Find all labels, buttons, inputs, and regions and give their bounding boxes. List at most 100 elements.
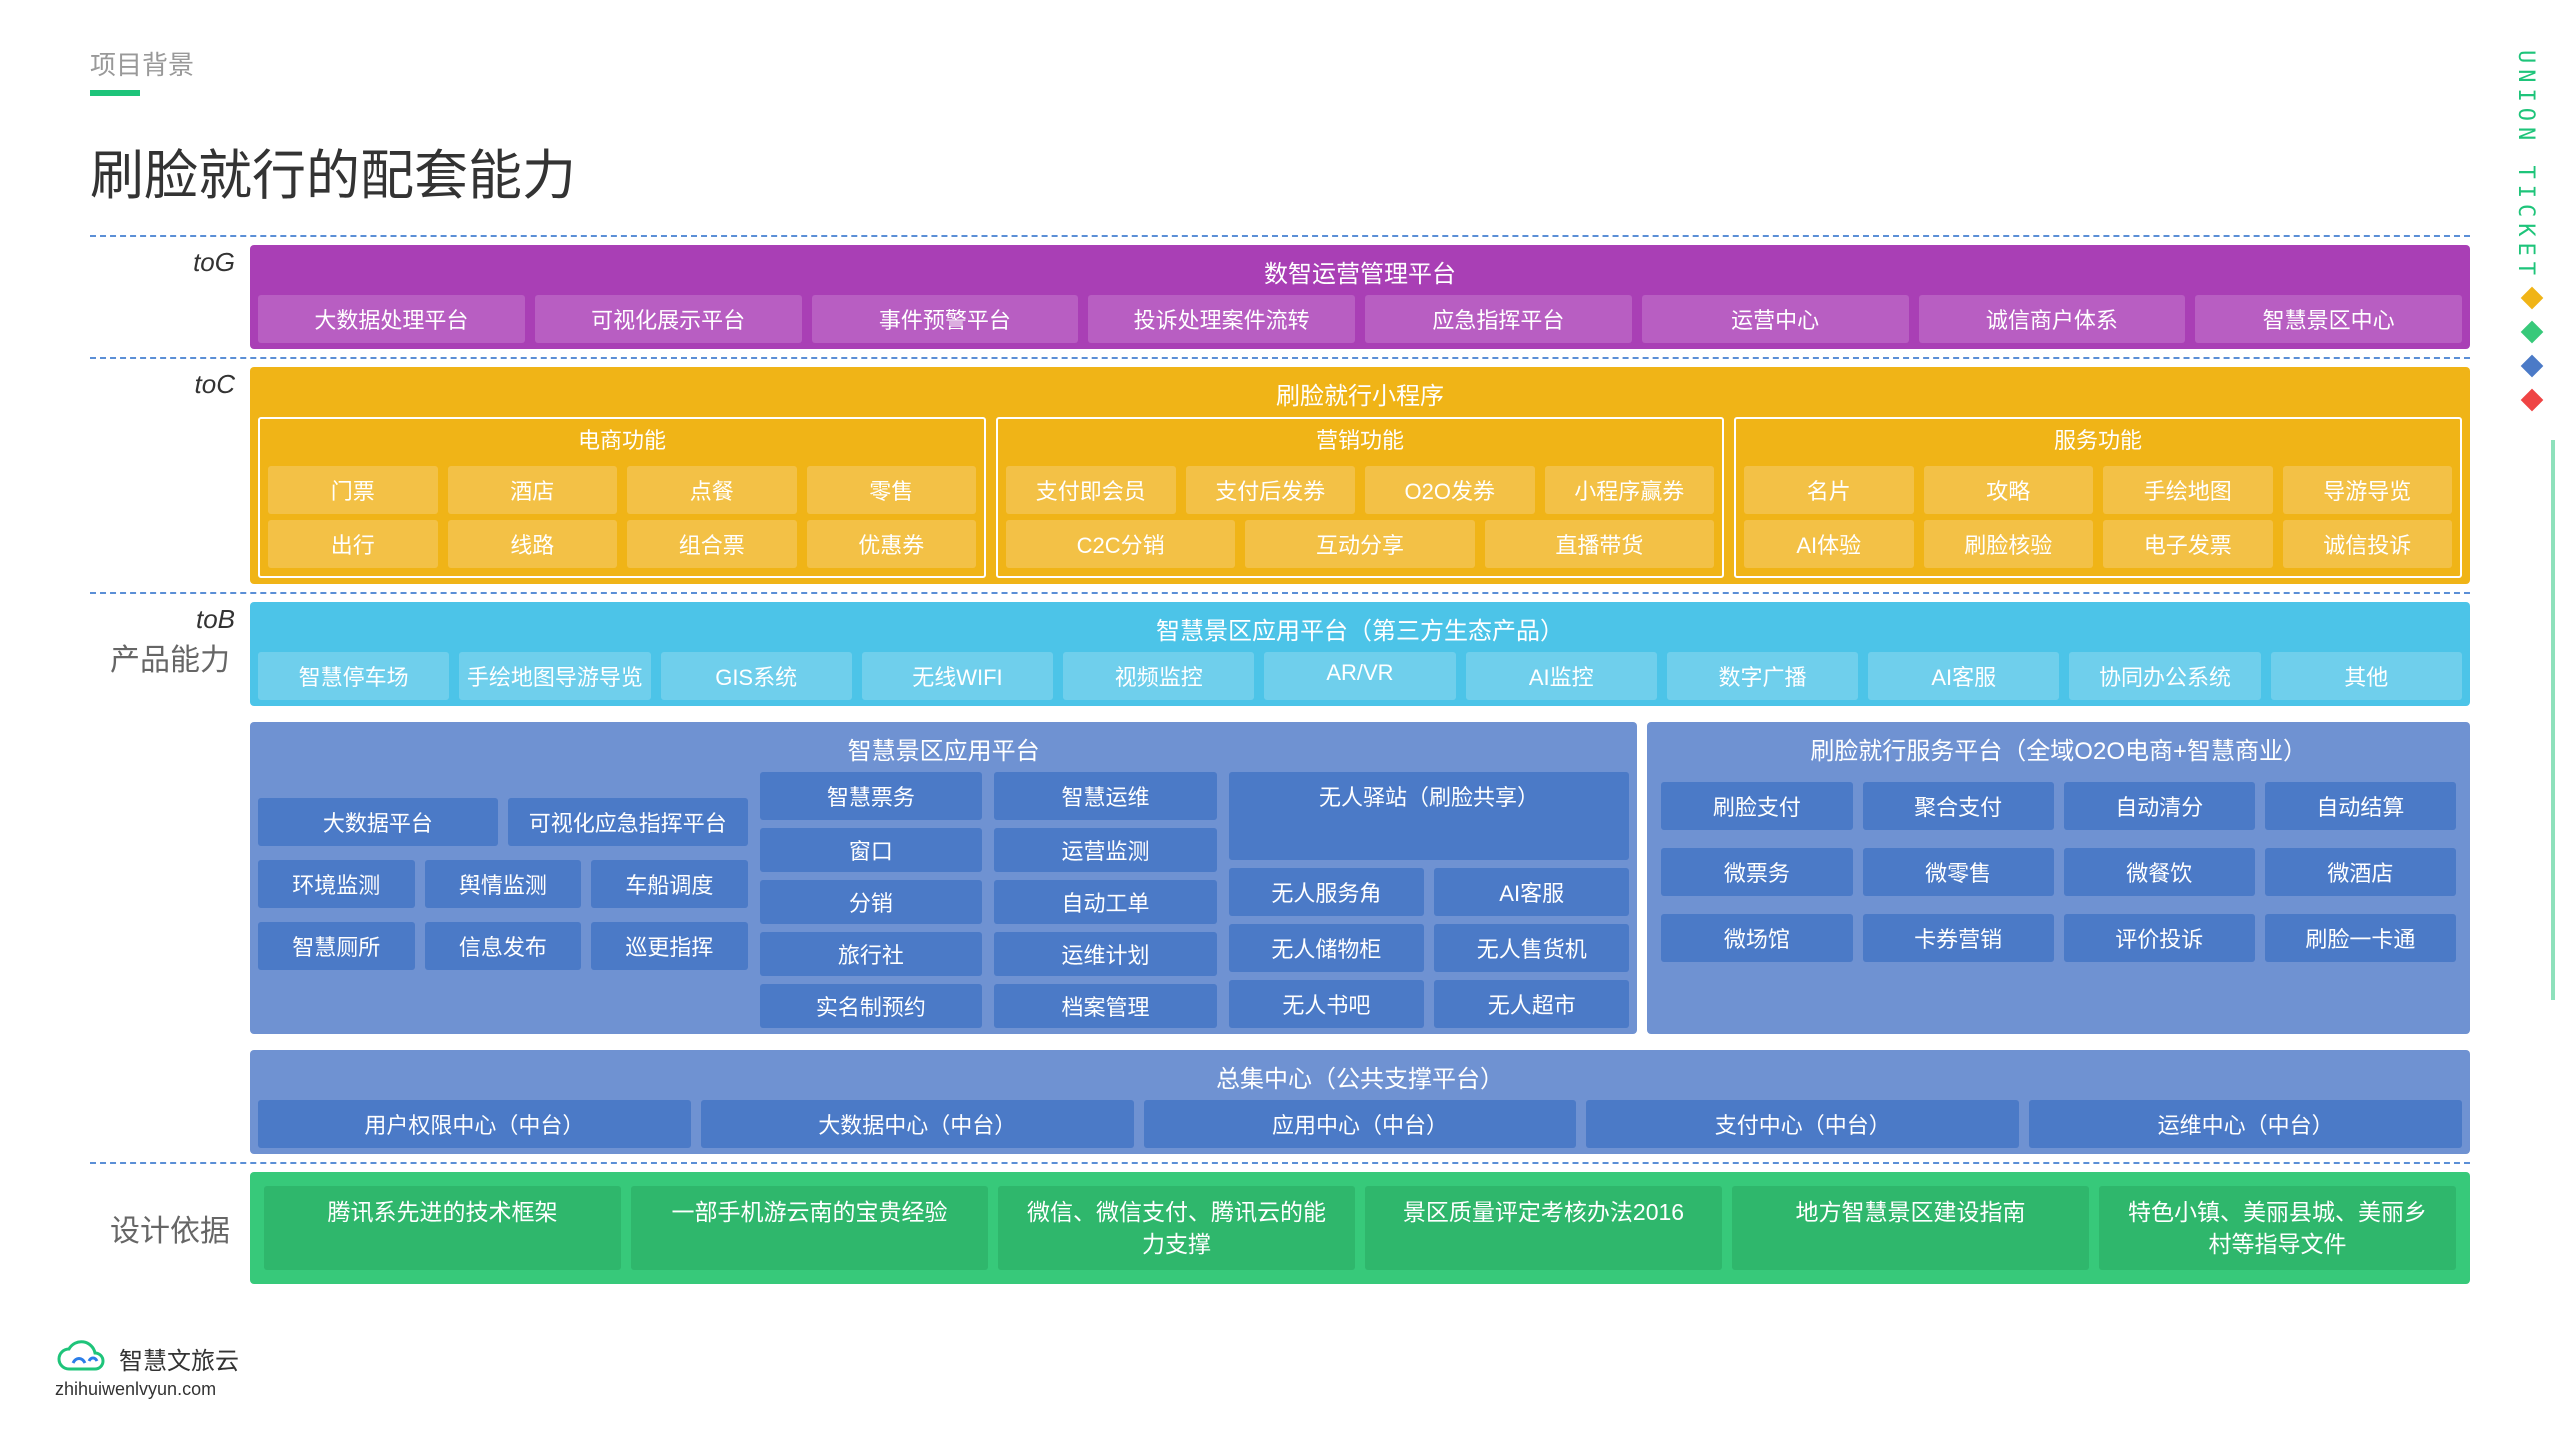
panel-blue-left-title: 智慧景区应用平台 bbox=[258, 728, 1629, 772]
subpanel: 营销功能支付即会员支付后发券O2O发券小程序赢券C2C分销互动分享直播带货 bbox=[996, 417, 1724, 578]
cell: 无人书吧 bbox=[1229, 980, 1424, 1028]
breadcrumb: 项目背景 bbox=[90, 45, 2470, 82]
cell: 信息发布 bbox=[425, 922, 582, 970]
cell: 巡更指挥 bbox=[591, 922, 748, 970]
panel-blue-left: 智慧景区应用平台 大数据平台可视化应急指挥平台环境监测舆情监测车船调度智慧厕所信… bbox=[250, 722, 1637, 1034]
cell: 可视化展示平台 bbox=[535, 295, 802, 343]
subpanel: 服务功能名片攻略手绘地图导游导览AI体验刷脸核验电子发票诚信投诉 bbox=[1734, 417, 2462, 578]
cell: 无人超市 bbox=[1434, 980, 1629, 1028]
panel-cyan: 智慧景区应用平台（第三方生态产品） 智慧停车场手绘地图导游导览GIS系统无线WI… bbox=[250, 602, 2470, 706]
cell: 支付即会员 bbox=[1006, 466, 1176, 514]
cell: 无线WIFI bbox=[862, 652, 1053, 700]
page-title: 刷脸就行的配套能力 bbox=[90, 131, 2470, 210]
cell: 微零售 bbox=[1863, 848, 2054, 896]
cell: 出行 bbox=[268, 520, 438, 568]
diamond-icon bbox=[2521, 287, 2544, 310]
cell: 智慧运维 bbox=[994, 772, 1217, 820]
cell: 可视化应急指挥平台 bbox=[508, 798, 748, 846]
cell: 大数据处理平台 bbox=[258, 295, 525, 343]
cell: 无人服务角 bbox=[1229, 868, 1424, 916]
cell: AI体验 bbox=[1744, 520, 1914, 568]
cell: 自动结算 bbox=[2265, 782, 2456, 830]
cell: 智慧停车场 bbox=[258, 652, 449, 700]
cell: 直播带货 bbox=[1485, 520, 1714, 568]
cell: 刷脸支付 bbox=[1661, 782, 1852, 830]
panel-blue-bottom-title: 总集中心（公共支撑平台） bbox=[258, 1056, 2462, 1100]
subpanel: 电商功能门票酒店点餐零售出行线路组合票优惠券 bbox=[258, 417, 986, 578]
cell: 攻略 bbox=[1924, 466, 2094, 514]
cell: 大数据中心（中台） bbox=[701, 1100, 1134, 1148]
cell: 舆情监测 bbox=[425, 860, 582, 908]
subpanel-title: 电商功能 bbox=[268, 423, 976, 460]
label-toC: toC bbox=[90, 359, 250, 400]
logo: 智慧文旅云 zhihuiwenlvyun.com bbox=[55, 1339, 239, 1400]
cell: 导游导览 bbox=[2283, 466, 2453, 514]
cell: 支付后发券 bbox=[1186, 466, 1356, 514]
cell: 诚信投诉 bbox=[2283, 520, 2453, 568]
cell: 点餐 bbox=[627, 466, 797, 514]
cell: 分销 bbox=[760, 880, 983, 924]
cell: 组合票 bbox=[627, 520, 797, 568]
cell: AI监控 bbox=[1466, 652, 1657, 700]
cell: 数字广播 bbox=[1667, 652, 1858, 700]
cell: 车船调度 bbox=[591, 860, 748, 908]
cell: 地方智慧景区建设指南 bbox=[1732, 1186, 2089, 1270]
panel-purple: 数智运营管理平台 大数据处理平台可视化展示平台事件预警平台投诉处理案件流转应急指… bbox=[250, 245, 2470, 349]
cell: 用户权限中心（中台） bbox=[258, 1100, 691, 1148]
cell: 应急指挥平台 bbox=[1365, 295, 1632, 343]
cell: 微餐饮 bbox=[2064, 848, 2255, 896]
cell: 评价投诉 bbox=[2064, 914, 2255, 962]
slide: 项目背景 刷脸就行的配套能力 toG 数智运营管理平台 大数据处理平台可视化展示… bbox=[0, 0, 2560, 1440]
cell: 刷脸核验 bbox=[1924, 520, 2094, 568]
label-product: 产品能力 bbox=[90, 635, 250, 679]
cell: 应用中心（中台） bbox=[1144, 1100, 1577, 1148]
cell: 优惠券 bbox=[807, 520, 977, 568]
panel-blue-right-title: 刷脸就行服务平台（全域O2O电商+智慧商业） bbox=[1655, 728, 2462, 772]
cell: 视频监控 bbox=[1063, 652, 1254, 700]
panel-cyan-title: 智慧景区应用平台（第三方生态产品） bbox=[258, 608, 2462, 652]
cell: 实名制预约 bbox=[760, 984, 983, 1028]
panel-green: 腾讯系先进的技术框架一部手机游云南的宝贵经验微信、微信支付、腾讯云的能力支撑景区… bbox=[250, 1172, 2470, 1284]
cell: GIS系统 bbox=[661, 652, 852, 700]
cell: 智慧票务 bbox=[760, 772, 983, 820]
subpanel-title: 服务功能 bbox=[1744, 423, 2452, 460]
cell: 微酒店 bbox=[2265, 848, 2456, 896]
cell: 微场馆 bbox=[1661, 914, 1852, 962]
cell: 环境监测 bbox=[258, 860, 415, 908]
cell: 小程序赢券 bbox=[1545, 466, 1715, 514]
cell: 协同办公系统 bbox=[2069, 652, 2260, 700]
cell: 一部手机游云南的宝贵经验 bbox=[631, 1186, 988, 1270]
cell: 零售 bbox=[807, 466, 977, 514]
cell: 线路 bbox=[448, 520, 618, 568]
cell: 手绘地图导游导览 bbox=[459, 652, 650, 700]
row-design: 设计依据 腾讯系先进的技术框架一部手机游云南的宝贵经验微信、微信支付、腾讯云的能… bbox=[90, 1164, 2470, 1292]
subpanel-title: 营销功能 bbox=[1006, 423, 1714, 460]
diamond-nav bbox=[2524, 290, 2540, 408]
cell: 名片 bbox=[1744, 466, 1914, 514]
cell: O2O发券 bbox=[1365, 466, 1535, 514]
panel-blue-bottom: 总集中心（公共支撑平台） 用户权限中心（中台）大数据中心（中台）应用中心（中台）… bbox=[250, 1050, 2470, 1154]
cell: 特色小镇、美丽县城、美丽乡村等指导文件 bbox=[2099, 1186, 2456, 1270]
diamond-icon bbox=[2521, 321, 2544, 344]
cell: 大数据平台 bbox=[258, 798, 498, 846]
cell: 投诉处理案件流转 bbox=[1088, 295, 1355, 343]
cell: 运维计划 bbox=[994, 932, 1217, 976]
cloud-icon bbox=[55, 1339, 109, 1377]
right-bar bbox=[2551, 440, 2555, 1000]
cell: 窗口 bbox=[760, 828, 983, 872]
panel-purple-title: 数智运营管理平台 bbox=[258, 251, 2462, 295]
label-toB: toB bbox=[90, 594, 250, 635]
cell: 其他 bbox=[2271, 652, 2462, 700]
cell: 酒店 bbox=[448, 466, 618, 514]
cell: 电子发票 bbox=[2103, 520, 2273, 568]
cell: C2C分销 bbox=[1006, 520, 1235, 568]
cell: 档案管理 bbox=[994, 984, 1217, 1028]
cell: 智慧景区中心 bbox=[2195, 295, 2462, 343]
cell: 微票务 bbox=[1661, 848, 1852, 896]
cell: 自动清分 bbox=[2064, 782, 2255, 830]
side-text: UNION TICKET bbox=[2513, 50, 2538, 281]
cell: AR/VR bbox=[1264, 652, 1455, 700]
cell: 卡券营销 bbox=[1863, 914, 2054, 962]
cell: 微信、微信支付、腾讯云的能力支撑 bbox=[998, 1186, 1355, 1270]
cell: 景区质量评定考核办法2016 bbox=[1365, 1186, 1722, 1270]
